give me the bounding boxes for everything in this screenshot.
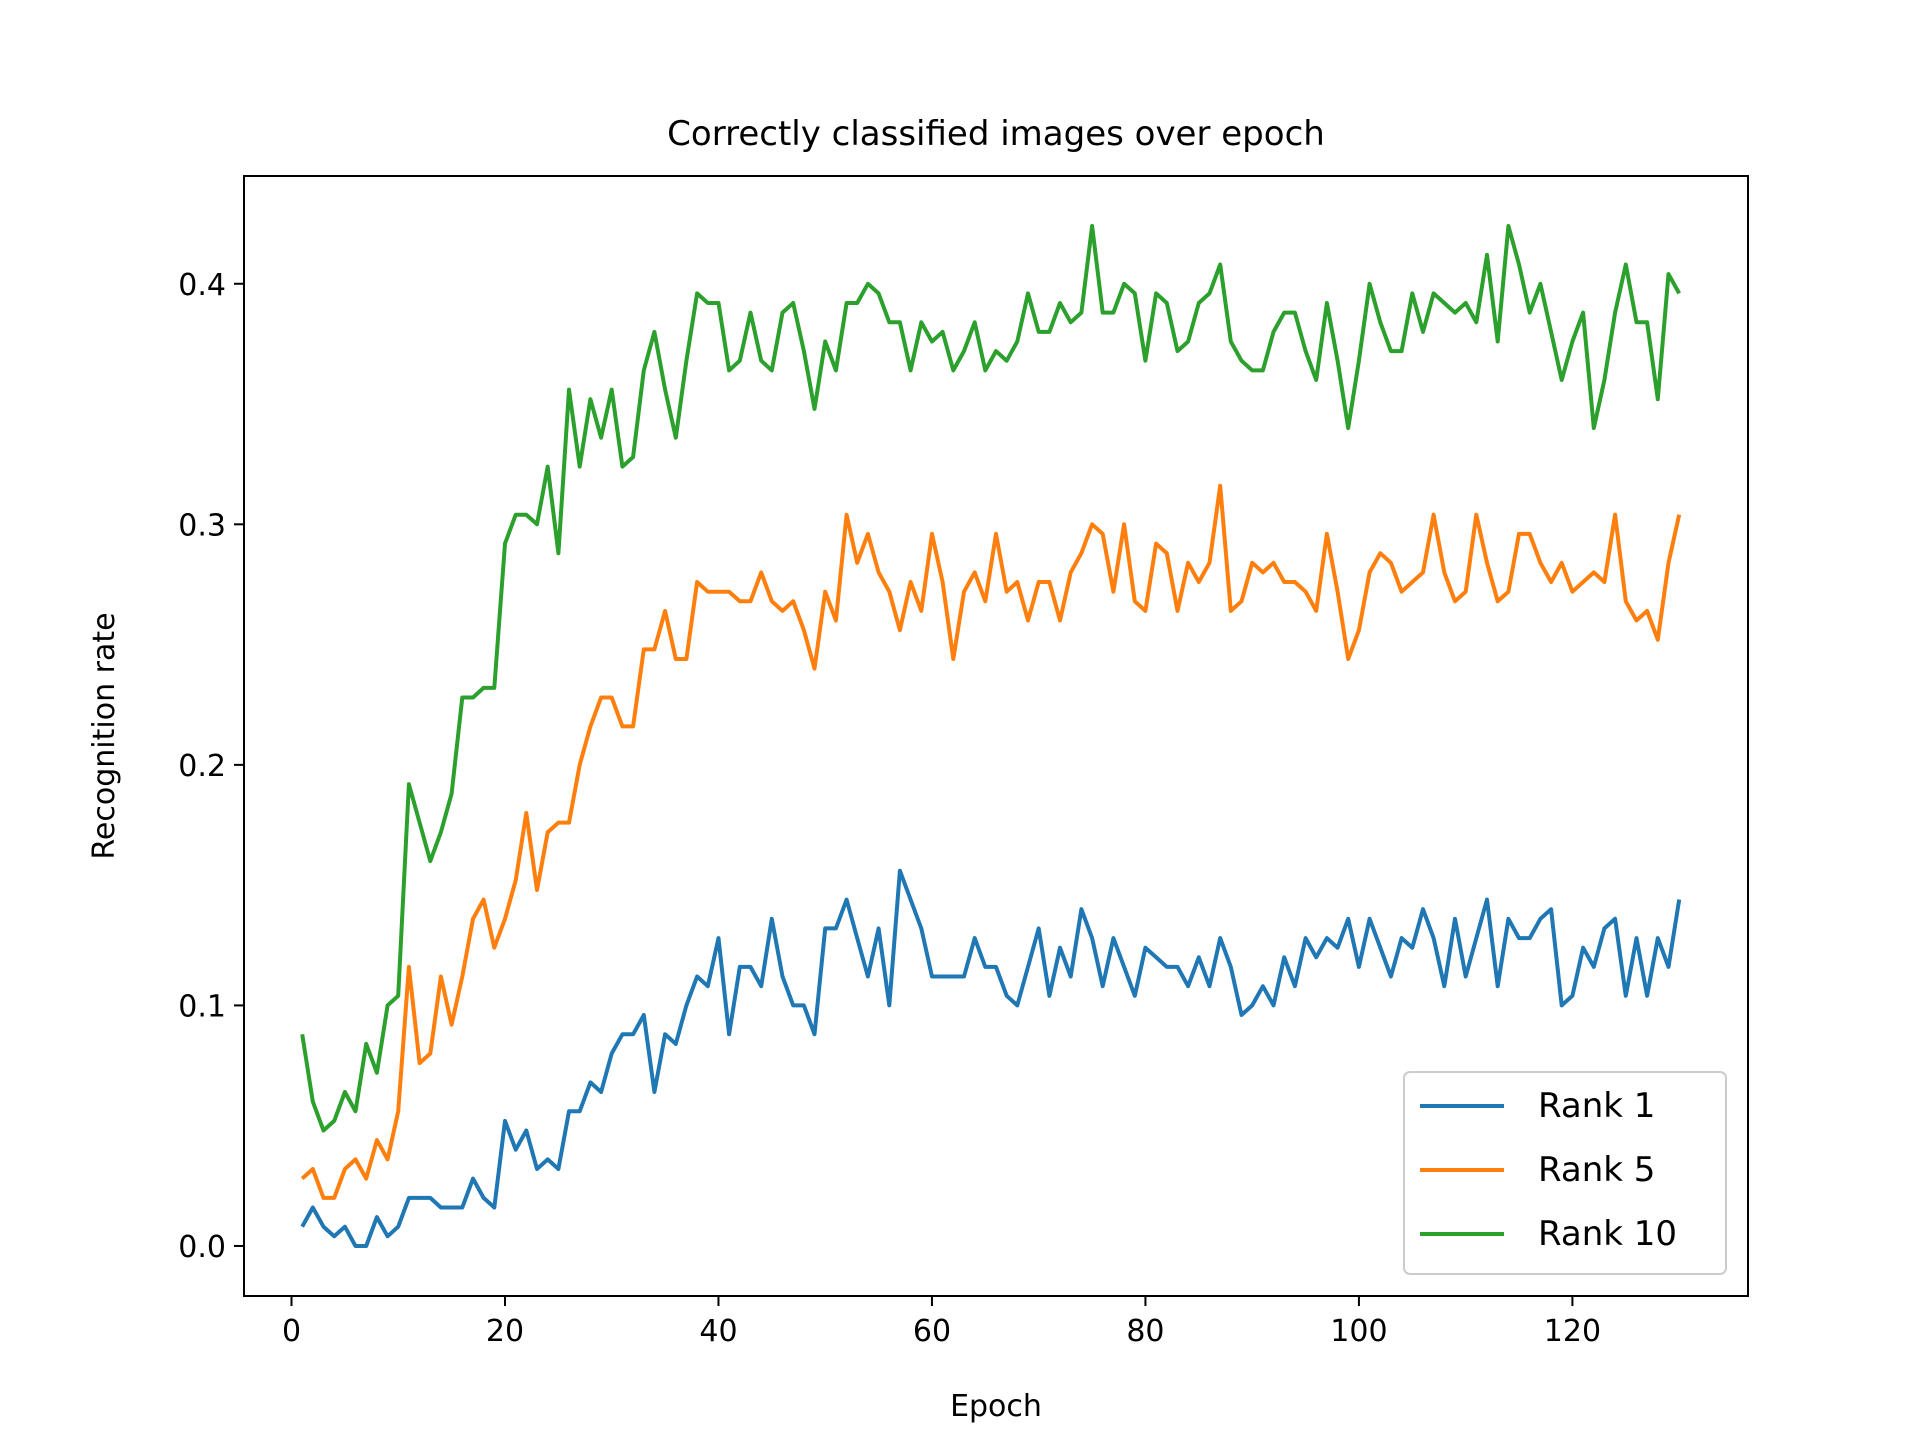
x-axis-label: Epoch (950, 1389, 1042, 1424)
y-tick-label: 0.4 (178, 268, 226, 303)
legend-label: Rank 1 (1538, 1086, 1655, 1126)
series-line-rank-10 (300, 224, 1681, 1133)
chart-title: Correctly classified images over epoch (667, 114, 1325, 154)
y-axis: 0.0 0.1 0.2 0.3 0.4 (178, 268, 244, 1265)
x-tick-label: 80 (1126, 1314, 1164, 1349)
legend-label: Rank 5 (1538, 1150, 1655, 1190)
series-line-rank-1 (300, 868, 1682, 1248)
series-line-rank-5 (300, 483, 1682, 1200)
y-tick-label: 0.3 (178, 508, 226, 543)
y-tick-label: 0.0 (178, 1230, 226, 1265)
x-tick-label: 60 (913, 1314, 951, 1349)
y-tick-label: 0.2 (178, 749, 226, 784)
y-axis-label: Recognition rate (87, 612, 122, 859)
x-tick-label: 0 (282, 1314, 301, 1349)
x-axis: 0 20 40 60 80 100 120 (282, 1296, 1601, 1349)
legend-items: Rank 1 Rank 5 Rank 10 (1420, 1086, 1677, 1254)
series-layer (300, 224, 1682, 1248)
x-tick-label: 40 (699, 1314, 737, 1349)
x-tick-label: 100 (1330, 1314, 1387, 1349)
plot-area-frame (243, 175, 1749, 1297)
y-tick-label: 0.1 (178, 989, 226, 1024)
legend-box (1403, 1071, 1727, 1275)
x-tick-label: 20 (486, 1314, 524, 1349)
legend: Rank 1 Rank 5 Rank 10 (1403, 1071, 1727, 1275)
x-tick-label: 120 (1544, 1314, 1601, 1349)
legend-label: Rank 10 (1538, 1214, 1677, 1254)
